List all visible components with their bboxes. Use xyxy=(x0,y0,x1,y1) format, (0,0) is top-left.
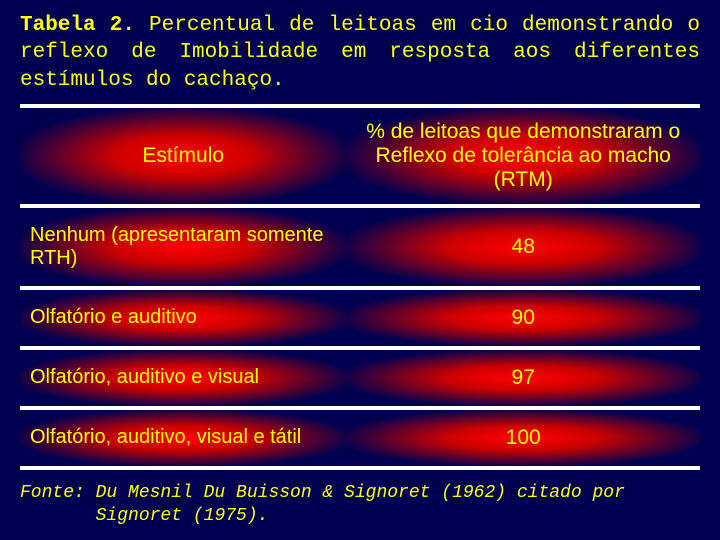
separator xyxy=(20,466,700,470)
source-line2: Signoret (1975). xyxy=(96,506,269,526)
cell-stimulus: Nenhum (apresentaram somente RTH) xyxy=(20,208,346,286)
slide: Tabela 2. Percentual de leitoas em cio d… xyxy=(0,0,720,540)
header-col-percent: % de leitoas que demonstraram o Reflexo … xyxy=(346,108,700,204)
table-header-row: Estímulo % de leitoas que demonstraram o… xyxy=(20,108,700,204)
cell-value: 90 xyxy=(346,290,700,346)
cell-value: 100 xyxy=(346,410,700,466)
cell-stimulus: Olfatório, auditivo e visual xyxy=(20,350,346,406)
header-col-stimulus: Estímulo xyxy=(20,108,346,204)
caption-label: Tabela 2. xyxy=(20,14,135,37)
cell-value: 97 xyxy=(346,350,700,406)
table-row: Olfatório e auditivo 90 xyxy=(20,290,700,346)
cell-stimulus: Olfatório, auditivo, visual e tátil xyxy=(20,410,346,466)
cell-value: 48 xyxy=(346,208,700,286)
table-row: Nenhum (apresentaram somente RTH) 48 xyxy=(20,208,700,286)
data-table: Estímulo % de leitoas que demonstraram o… xyxy=(20,104,700,470)
table-caption: Tabela 2. Percentual de leitoas em cio d… xyxy=(20,12,700,94)
source-citation: Fonte: Du Mesnil Du Buisson & Signoret (… xyxy=(20,482,700,529)
table-row: Olfatório, auditivo, visual e tátil 100 xyxy=(20,410,700,466)
source-line1: Fonte: Du Mesnil Du Buisson & Signoret (… xyxy=(20,483,625,503)
table-row: Olfatório, auditivo e visual 97 xyxy=(20,350,700,406)
cell-stimulus: Olfatório e auditivo xyxy=(20,290,346,346)
